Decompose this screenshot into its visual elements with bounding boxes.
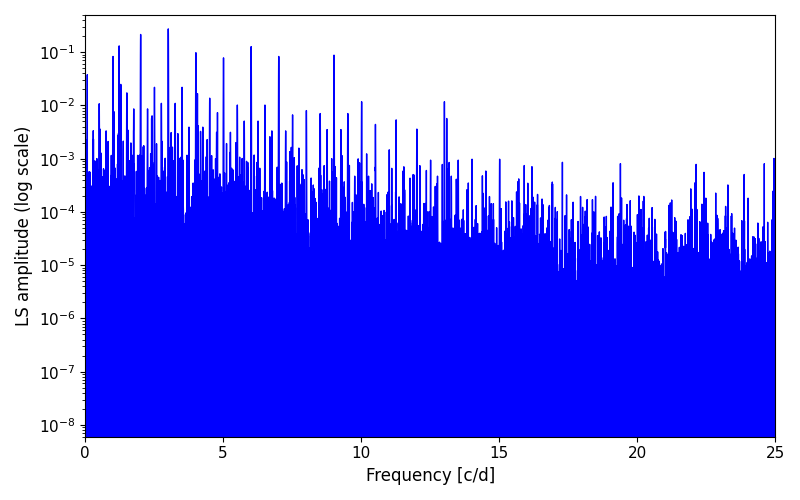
X-axis label: Frequency [c/d]: Frequency [c/d] bbox=[366, 467, 494, 485]
Y-axis label: LS amplitude (log scale): LS amplitude (log scale) bbox=[15, 126, 33, 326]
